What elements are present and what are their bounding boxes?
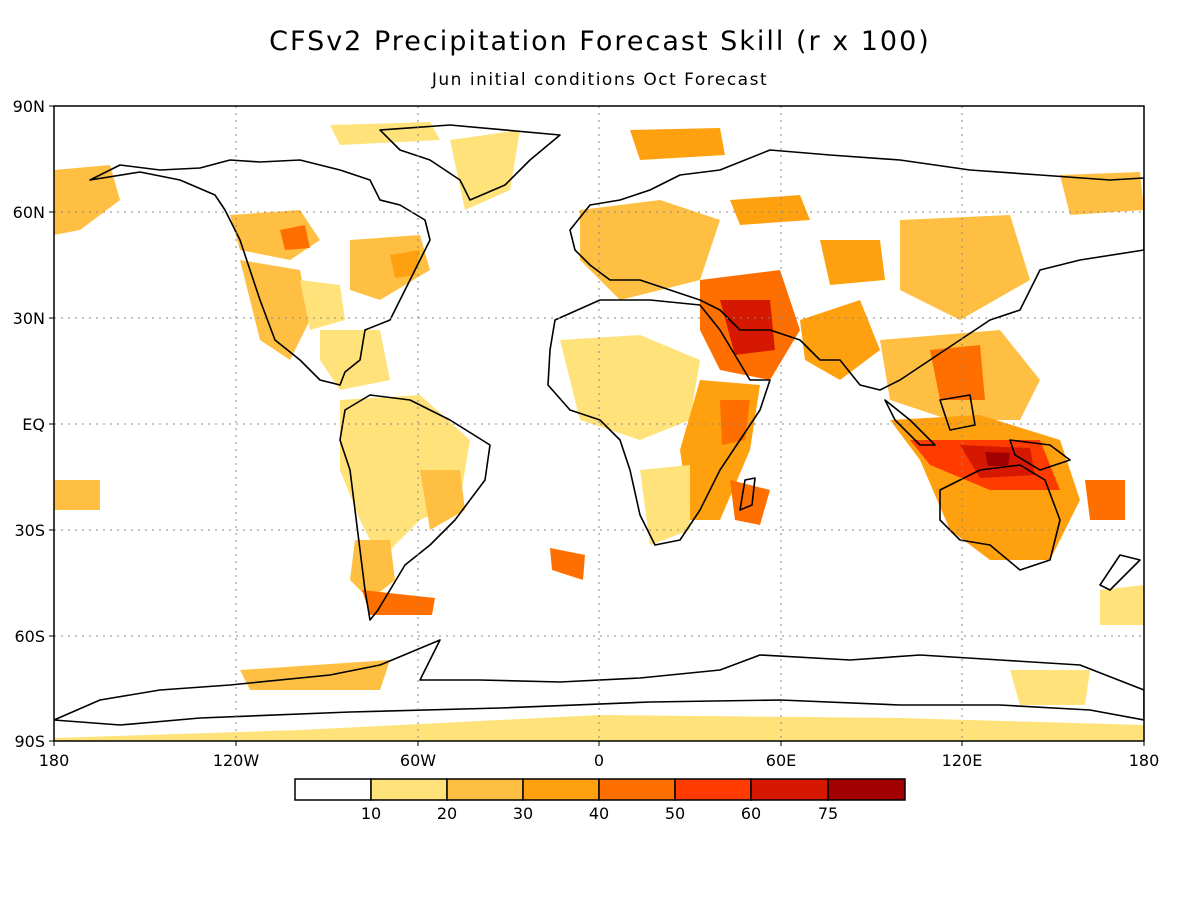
skill-region [340, 395, 470, 560]
chart-title: CFSv2 Precipitation Forecast Skill (r x … [269, 26, 931, 57]
skill-region [320, 330, 390, 390]
lat-axis: 90N 60N 30N EQ 30S 60S 90S [13, 97, 54, 751]
lat-label-90s: 90S [14, 732, 45, 751]
lon-label-60e: 60E [766, 751, 796, 770]
lat-label-eq: EQ [22, 415, 45, 434]
skill-shading [54, 122, 1144, 741]
skill-region [800, 300, 880, 380]
lon-label-0: 0 [594, 751, 604, 770]
coastline-greenland [379, 124, 561, 201]
skill-region [330, 122, 440, 145]
coastline-eurasia [569, 149, 1144, 391]
coastline-new-zealand [1099, 554, 1141, 591]
coastline-antarctica [54, 639, 1144, 726]
colorbar-label-50: 50 [665, 804, 685, 823]
skill-region [720, 300, 775, 355]
skill-region [580, 200, 720, 300]
skill-region [1060, 172, 1144, 215]
skill-region [900, 215, 1030, 320]
coastline-africa [547, 299, 771, 546]
skill-region [362, 590, 435, 615]
coastline-new-guinea [1009, 439, 1071, 471]
coastline-sumatra [884, 399, 936, 446]
lat-label-60n: 60N [13, 203, 45, 222]
colorbar-box-2 [370, 778, 448, 801]
skill-region [280, 225, 310, 250]
colorbar-label-20: 20 [437, 804, 457, 823]
skill-region [450, 130, 520, 210]
colorbar [294, 778, 906, 801]
colorbar-label-60: 60 [741, 804, 761, 823]
colorbar-box-1 [294, 778, 372, 801]
skill-region [54, 165, 120, 235]
gridlines [54, 106, 1144, 741]
colorbar-box-5 [598, 778, 676, 801]
skill-region [720, 400, 750, 445]
skill-region [930, 345, 985, 400]
skill-region [560, 335, 700, 440]
colorbar-box-6 [674, 778, 752, 801]
colorbar-box-7 [750, 778, 829, 801]
lon-axis: 180 120W 60W 0 60E 120E 180 [39, 741, 1160, 770]
lat-label-60s: 60S [14, 627, 45, 646]
skill-region [54, 480, 100, 510]
skill-region [630, 128, 725, 160]
lat-label-30n: 30N [13, 309, 45, 328]
skill-region [54, 715, 1144, 741]
lon-label-120e: 120E [942, 751, 983, 770]
lon-label-120w: 120W [213, 751, 260, 770]
skill-region [1010, 670, 1090, 705]
coastlines [54, 124, 1144, 726]
lon-label-180e: 180 [1129, 751, 1160, 770]
coastline-borneo [939, 394, 976, 431]
skill-region [550, 548, 585, 580]
coastline-north-america [89, 159, 431, 386]
skill-region [820, 240, 885, 285]
colorbar-label-10: 10 [361, 804, 381, 823]
skill-region [730, 480, 770, 525]
lon-label-60w: 60W [400, 751, 436, 770]
coastline-australia [939, 464, 1061, 571]
lon-label-180w: 180 [39, 751, 70, 770]
skill-region [985, 452, 1010, 466]
chart-subtitle: Jun initial conditions Oct Forecast [431, 70, 769, 90]
skill-region [640, 465, 690, 545]
coastline-south-america [339, 394, 491, 621]
lat-label-30s: 30S [14, 521, 45, 540]
skill-region [1100, 585, 1144, 625]
skill-region [350, 235, 430, 300]
colorbar-label-75: 75 [818, 804, 838, 823]
skill-region [420, 470, 465, 530]
skill-region [1085, 480, 1125, 520]
skill-region [390, 250, 420, 278]
colorbar-box-4 [522, 778, 600, 801]
lat-label-90n: 90N [13, 97, 45, 116]
colorbar-box-3 [446, 778, 524, 801]
skill-region [300, 280, 345, 330]
skill-region [240, 260, 310, 360]
skill-region [240, 660, 390, 690]
colorbar-labels: 10 20 30 40 50 60 75 [361, 804, 838, 823]
skill-region [730, 195, 810, 225]
colorbar-box-8 [827, 778, 906, 801]
colorbar-label-30: 30 [513, 804, 533, 823]
coastline-madagascar [739, 477, 756, 511]
colorbar-label-40: 40 [589, 804, 609, 823]
skill-region [350, 540, 395, 600]
